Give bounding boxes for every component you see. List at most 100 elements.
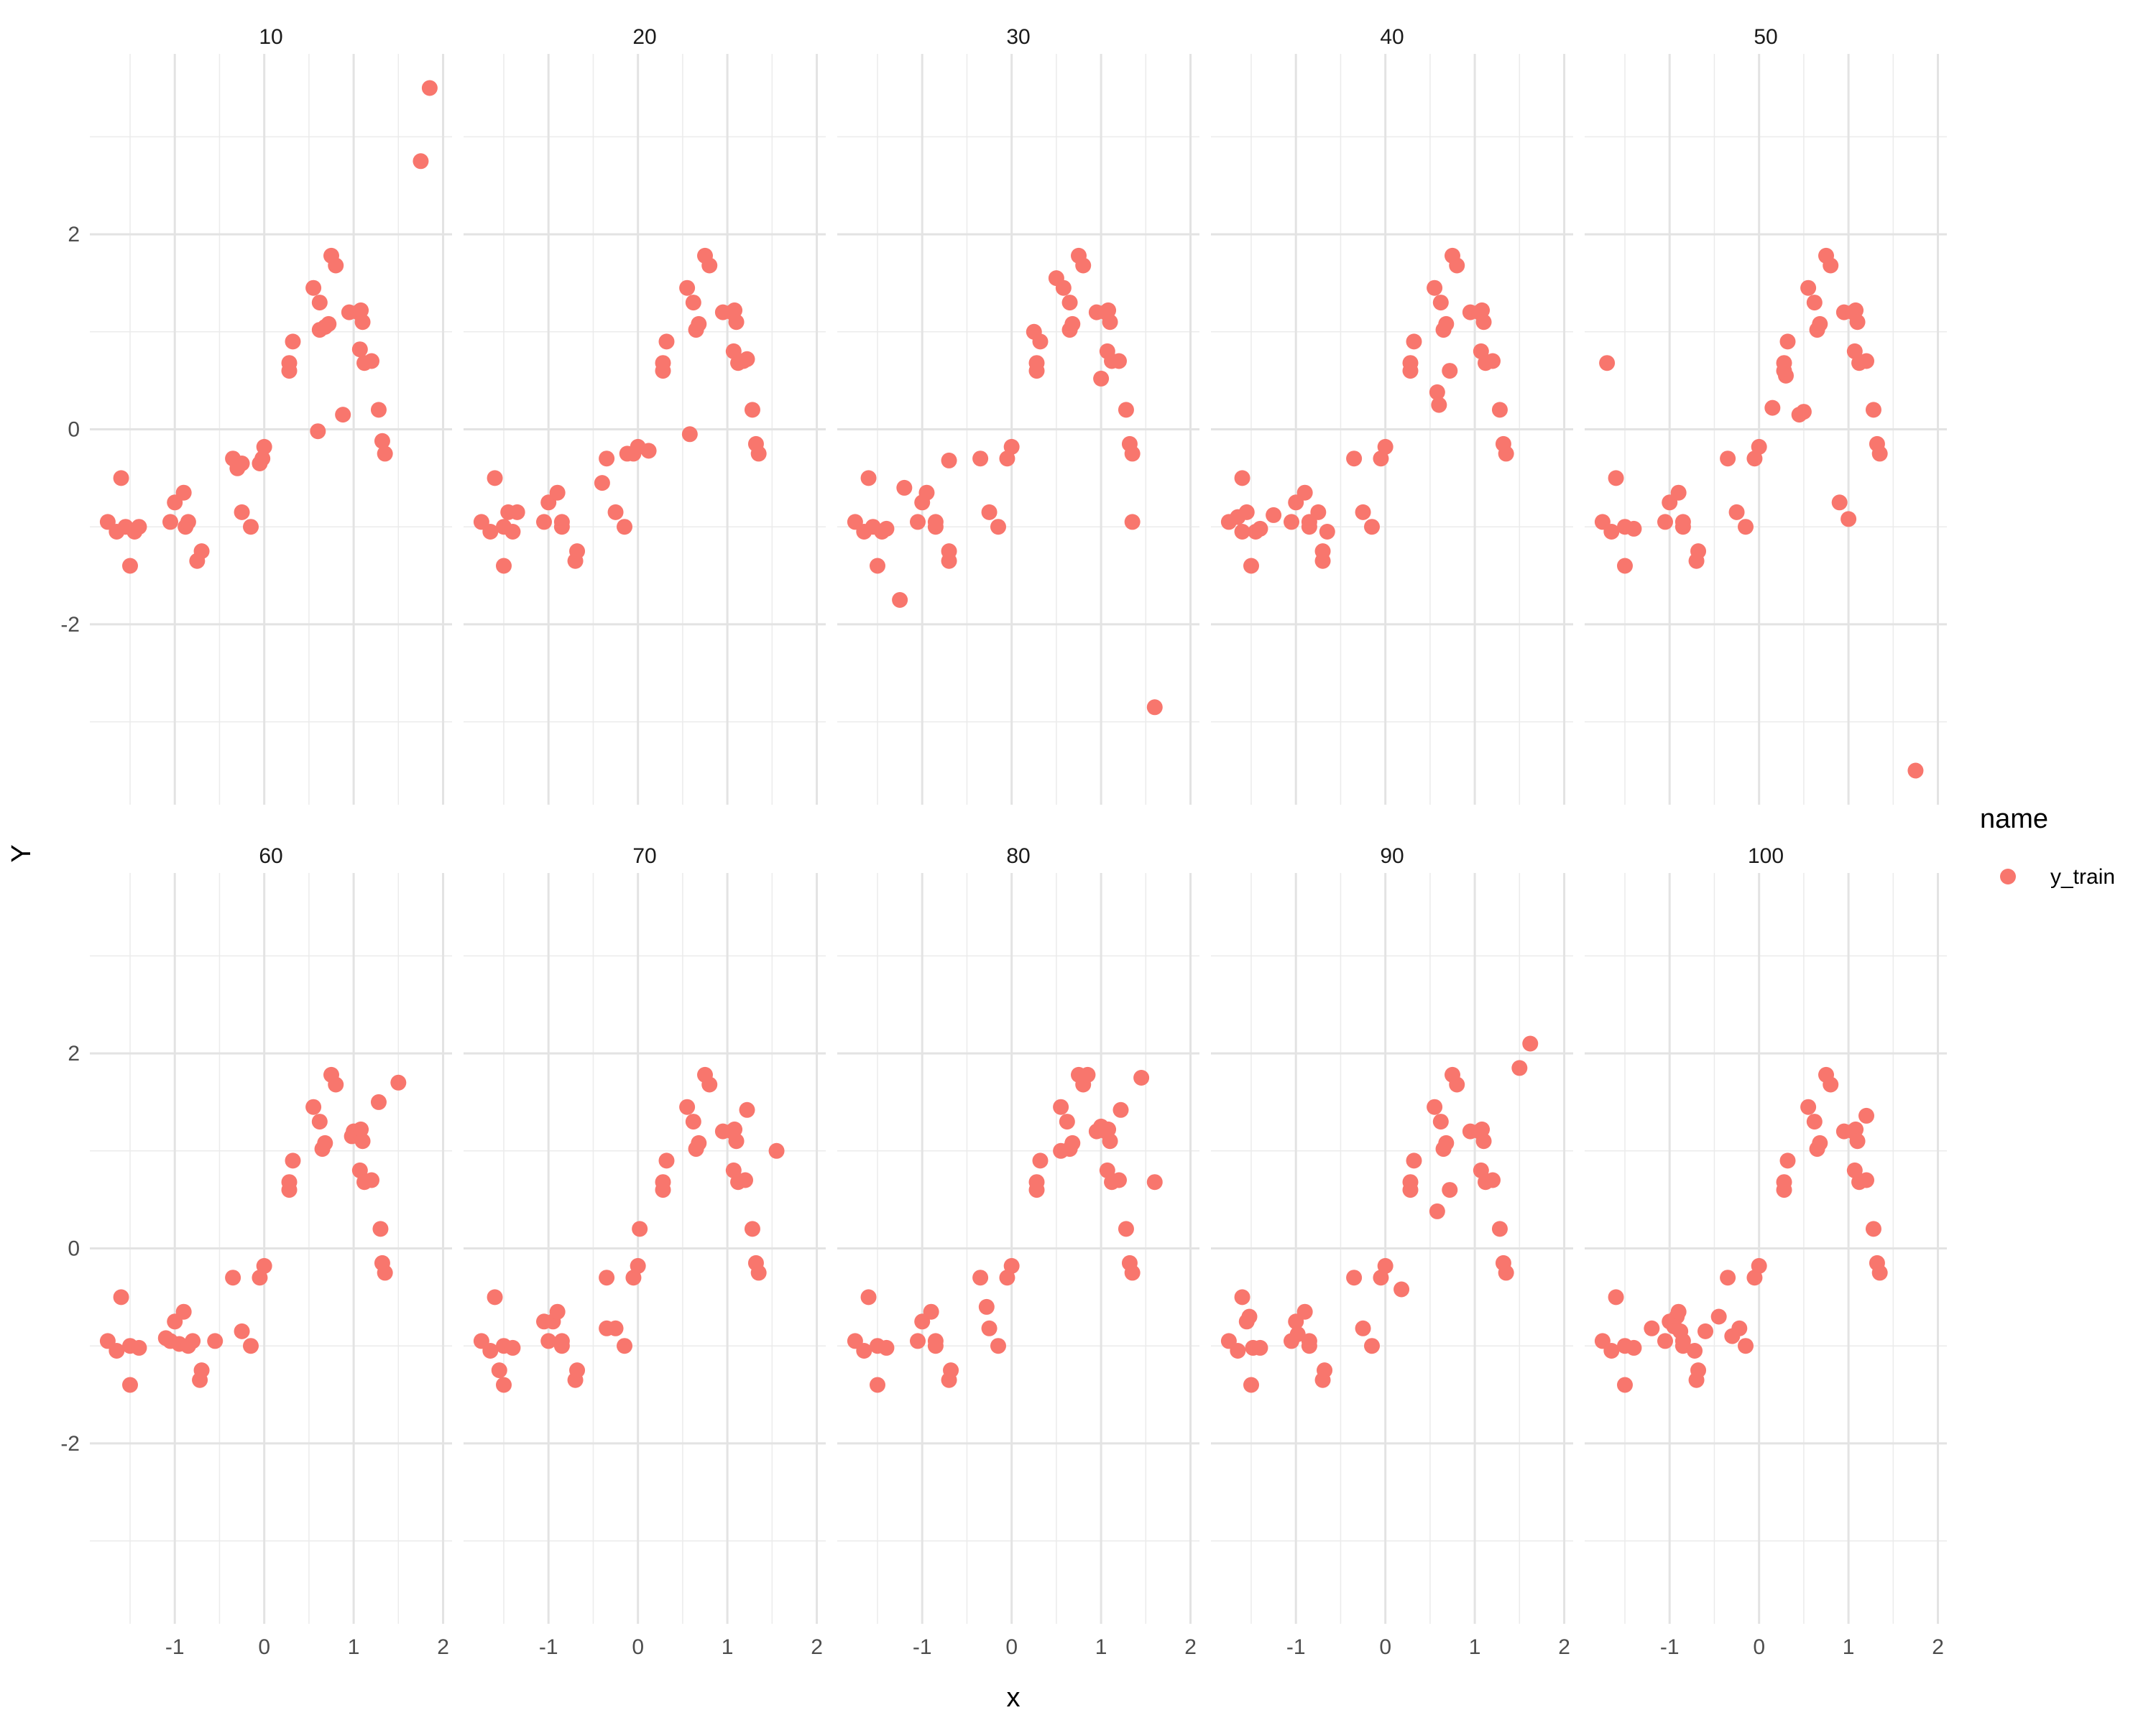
data-point <box>1485 353 1501 369</box>
data-point <box>175 484 192 501</box>
data-point <box>243 519 259 535</box>
data-point <box>1064 315 1081 332</box>
data-point <box>1377 438 1393 455</box>
data-point <box>1431 397 1447 413</box>
data-point <box>1697 1323 1713 1339</box>
data-point <box>1498 445 1514 462</box>
data-point <box>1474 1121 1491 1137</box>
data-point <box>256 438 272 455</box>
data-point <box>927 1333 944 1349</box>
data-point <box>739 351 755 367</box>
data-point <box>1427 279 1443 296</box>
data-point <box>739 1101 755 1118</box>
data-point <box>1406 1152 1422 1169</box>
data-point <box>1687 1343 1703 1359</box>
data-point <box>109 1343 125 1359</box>
data-point <box>1728 504 1745 520</box>
data-point <box>981 504 998 520</box>
data-point <box>1053 1099 1069 1115</box>
x-tick-label: -1 <box>913 1635 932 1659</box>
data-point <box>549 484 566 501</box>
data-point <box>1751 1257 1767 1274</box>
data-point <box>701 257 718 274</box>
data-point <box>744 1221 760 1237</box>
data-point <box>482 524 499 540</box>
data-point <box>413 153 429 170</box>
data-point <box>372 1221 389 1237</box>
data-point <box>599 451 615 467</box>
data-point <box>310 423 326 440</box>
data-point <box>1346 1270 1363 1286</box>
data-point <box>923 1303 939 1320</box>
x-tick-label: 2 <box>1932 1635 1944 1659</box>
data-point <box>1871 445 1888 462</box>
facet-panel-30: 30 <box>837 25 1199 805</box>
data-point <box>1243 558 1259 574</box>
data-point <box>354 314 371 331</box>
x-tick-label: 2 <box>437 1635 449 1659</box>
data-point <box>918 484 935 501</box>
data-point <box>1124 514 1141 530</box>
facet-panel-70: 70 -1 0 1 2 <box>464 844 826 1659</box>
data-point <box>390 1074 407 1091</box>
data-point <box>1738 1338 1754 1354</box>
data-point <box>1364 519 1380 535</box>
data-point <box>1061 295 1078 311</box>
data-point <box>1230 1343 1246 1359</box>
data-point <box>941 452 957 468</box>
data-point <box>1491 1221 1508 1237</box>
data-point <box>311 295 328 311</box>
data-point <box>553 1333 570 1349</box>
data-point <box>1438 315 1455 332</box>
data-point <box>607 1320 624 1336</box>
y-axis-title: Y <box>6 844 37 862</box>
data-point <box>1111 1172 1127 1188</box>
data-point <box>1907 762 1924 779</box>
facet-panel-10: 10 -2 0 2 <box>60 25 452 805</box>
data-point <box>878 1339 895 1356</box>
data-point <box>536 514 552 530</box>
x-tick-label: 1 <box>1843 1635 1855 1659</box>
facet-strip-label: 90 <box>1380 844 1404 868</box>
data-point <box>941 543 957 560</box>
y-tick-label: 2 <box>68 223 80 246</box>
data-point <box>243 1338 259 1354</box>
data-point <box>193 1362 210 1379</box>
data-point <box>1432 1114 1449 1130</box>
data-point <box>1032 333 1049 350</box>
data-point <box>1028 355 1045 371</box>
data-point <box>744 402 760 418</box>
data-point <box>1377 1257 1393 1274</box>
data-point <box>1795 404 1812 420</box>
data-point <box>1393 1281 1410 1298</box>
data-point <box>728 314 745 331</box>
data-point <box>496 558 512 574</box>
x-tick-label: 2 <box>811 1635 823 1659</box>
data-point <box>321 315 337 332</box>
data-point <box>1402 355 1419 371</box>
data-point <box>1608 1289 1624 1306</box>
y-tick-label: -2 <box>60 613 80 637</box>
data-point <box>1102 314 1118 331</box>
data-point <box>1475 314 1492 331</box>
data-point <box>943 1362 959 1379</box>
data-point <box>1252 1339 1268 1356</box>
x-tick-label: 0 <box>258 1635 270 1659</box>
data-point <box>1858 353 1874 369</box>
data-point <box>1823 257 1839 274</box>
data-point <box>1238 504 1255 520</box>
data-point <box>1603 1343 1620 1359</box>
y-tick-label: 2 <box>68 1042 80 1066</box>
facet-strip-label: 10 <box>259 25 282 49</box>
data-point <box>505 1339 521 1356</box>
data-point <box>351 341 368 358</box>
data-point <box>630 1257 646 1274</box>
data-point <box>1442 363 1458 379</box>
data-point <box>1720 451 1736 467</box>
data-point <box>1028 1174 1045 1191</box>
x-tick-label: 1 <box>1095 1635 1107 1659</box>
data-point <box>1355 504 1371 520</box>
